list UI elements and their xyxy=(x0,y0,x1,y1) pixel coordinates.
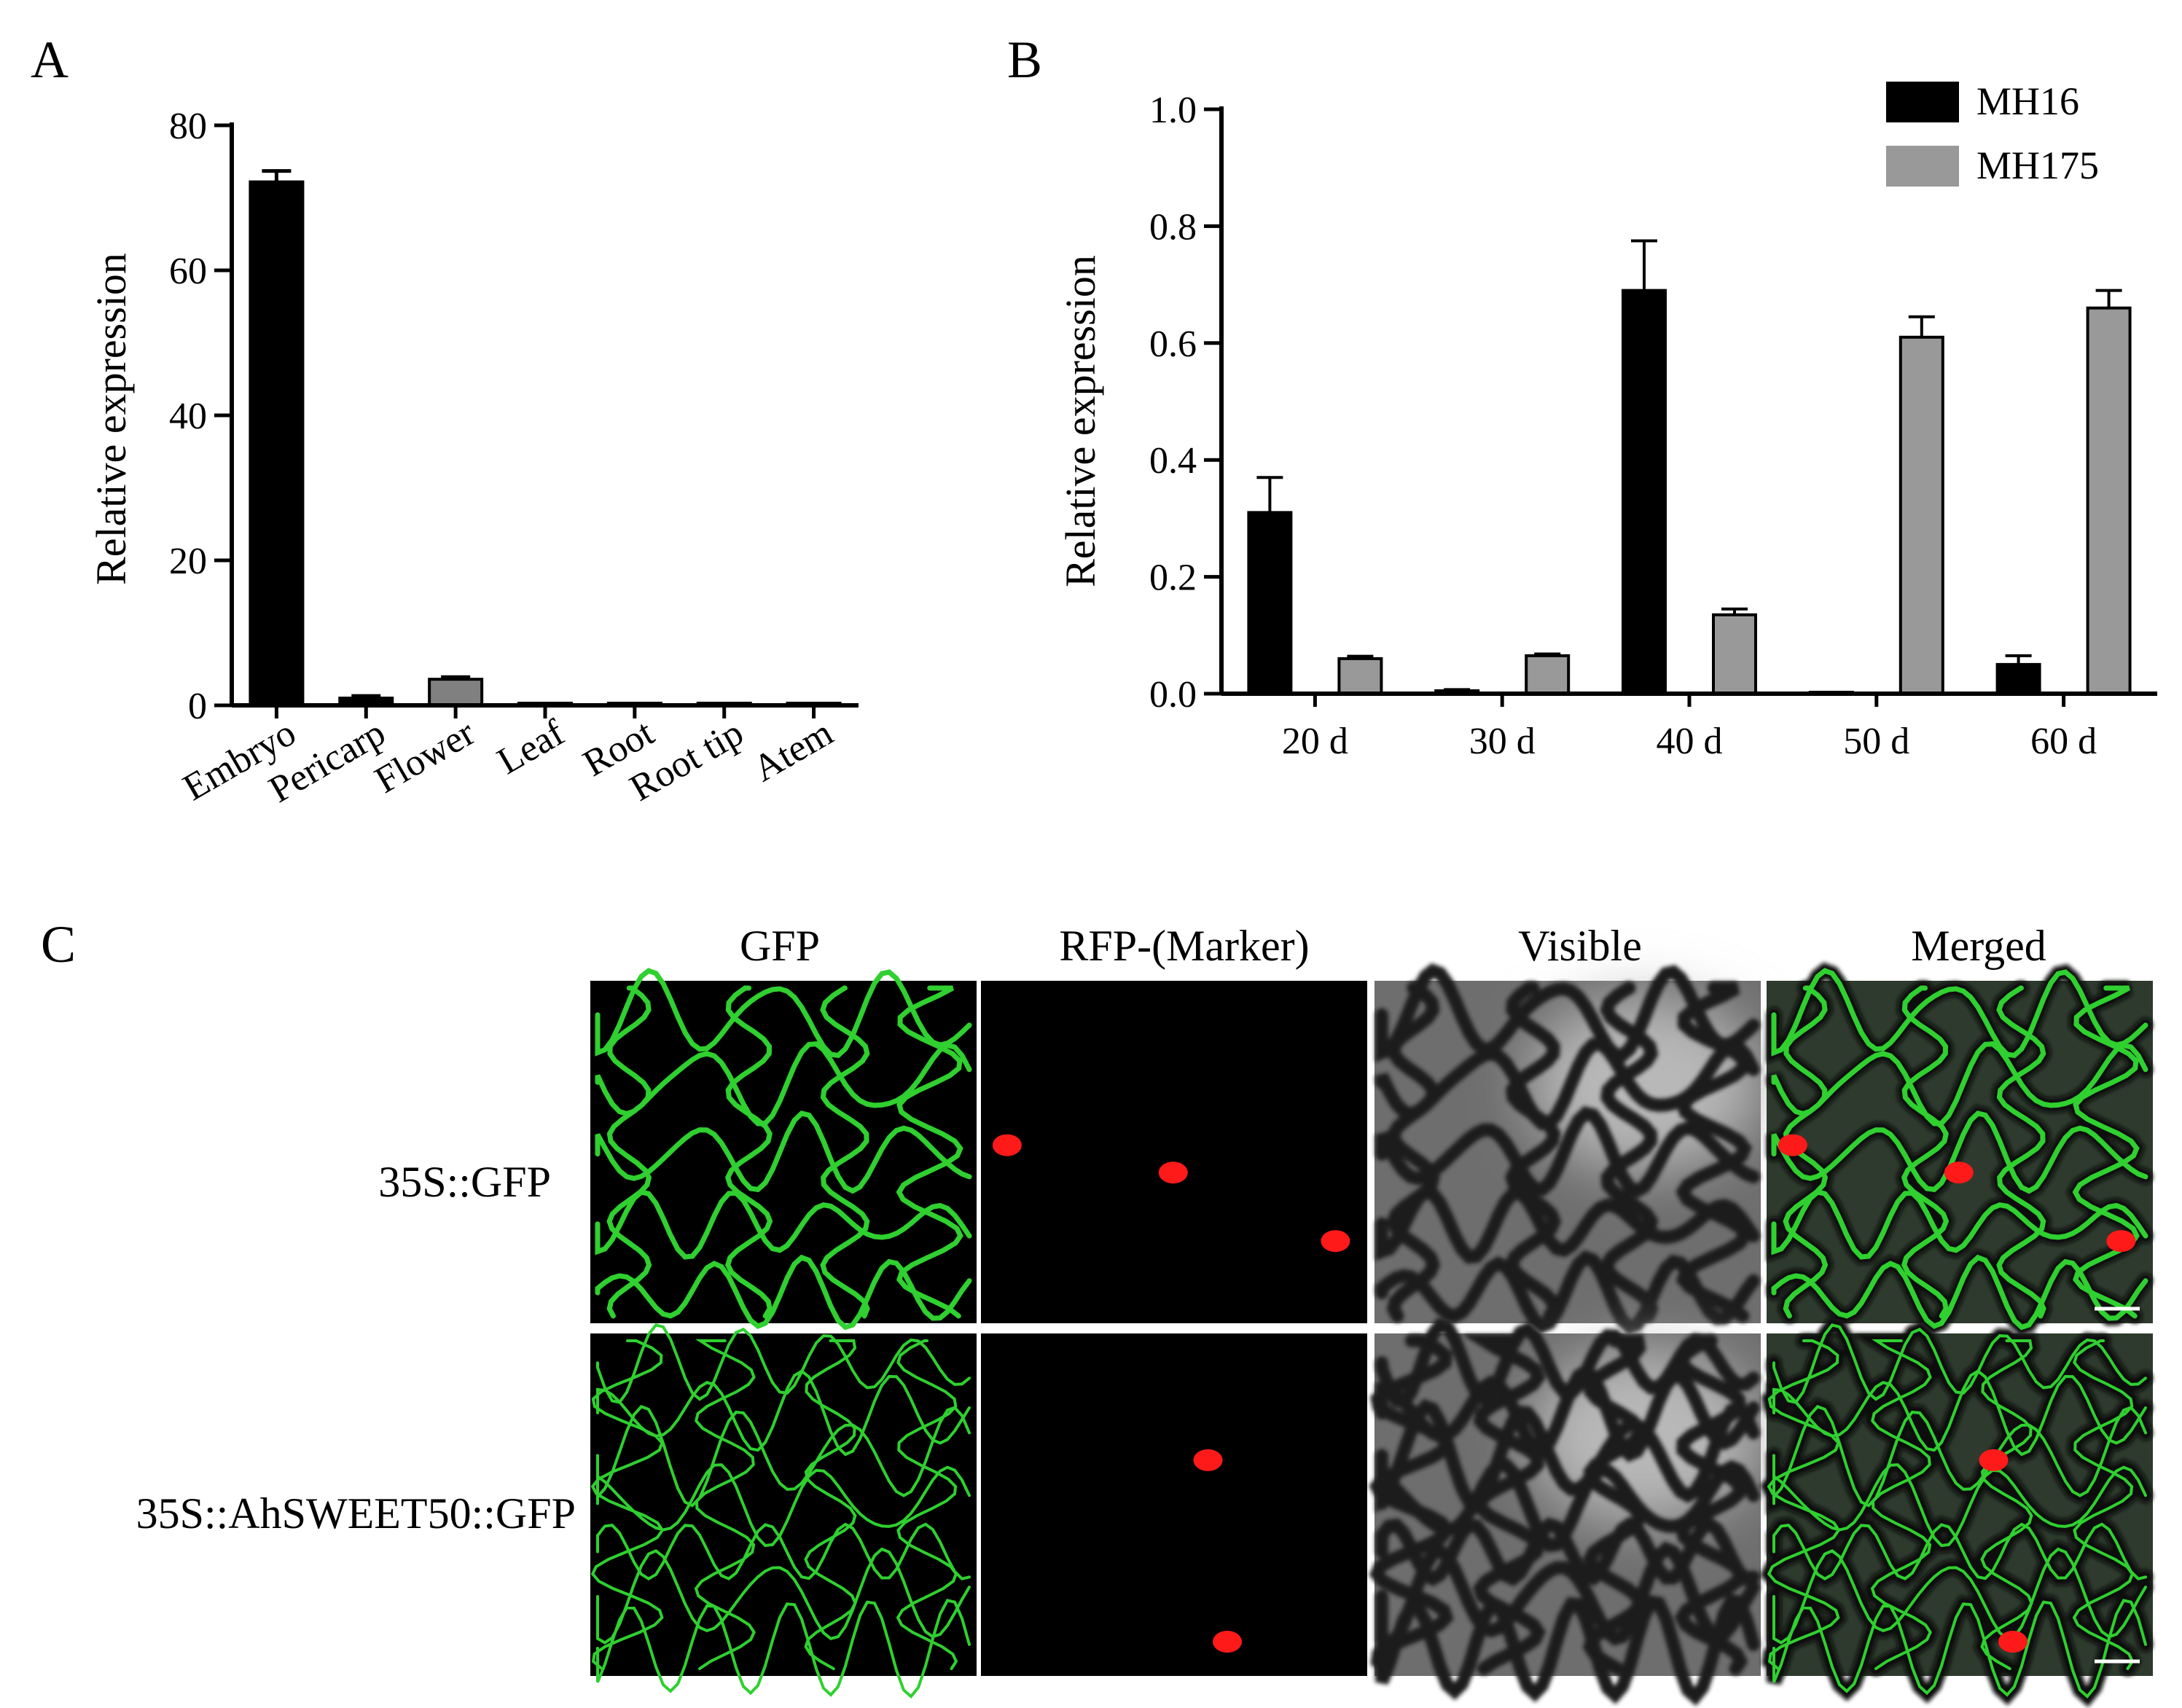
gfp-signal xyxy=(590,1323,971,1699)
x-tick-label-60-d: 60 d xyxy=(2030,721,2097,762)
chart-b-y-axis-title: Relative expression xyxy=(1057,255,1104,587)
y-tick-label-0-8: 0.8 xyxy=(1149,206,1197,248)
chart-a-y-ticks: 0 20 40 60 80 xyxy=(169,106,207,727)
legend-label-mh16: MH16 xyxy=(1976,79,2079,123)
micrograph-gfp-control-visible xyxy=(1374,963,1761,1335)
x-tick-label-atem: Atem xyxy=(746,712,840,790)
bar-mh175-30-d xyxy=(1525,654,1571,695)
rfp-nucleus xyxy=(1321,1230,1350,1253)
bar-mh175-40-d xyxy=(1712,613,1757,695)
micrograph-background xyxy=(590,1333,977,1676)
y-tick-label-0-4: 0.4 xyxy=(1149,440,1197,482)
x-tick-label-50-d: 50 d xyxy=(1843,721,1909,762)
chart-b-legend: MH16 MH175 xyxy=(1886,79,2099,187)
rfp-nucleus xyxy=(2106,1230,2136,1253)
y-tick-label-80: 80 xyxy=(169,106,207,147)
micrograph-background xyxy=(981,1333,1367,1676)
chart-b-bars xyxy=(1247,239,2132,696)
x-tick-label-20-d: 20 d xyxy=(1282,721,1348,762)
x-tick-label-flower: Flower xyxy=(368,712,482,802)
rfp-nucleus xyxy=(1778,1134,1807,1156)
column-title-merged: Merged xyxy=(1911,922,2046,970)
legend-swatch-mh16 xyxy=(1886,82,1959,122)
bar-mh175-60-d xyxy=(2086,306,2132,695)
micrograph-background xyxy=(981,981,1367,1323)
row-label-35s-gfp: 35S::GFP xyxy=(378,1158,551,1206)
chart-b-axes xyxy=(1204,106,2157,707)
micrograph-gfp-control-rfp xyxy=(981,981,1367,1323)
rfp-nucleus xyxy=(1193,1449,1223,1471)
micrograph-gfp-control-merged xyxy=(1767,962,2153,1336)
chart-a-axes xyxy=(214,122,859,718)
bar-mh16-60-d xyxy=(1995,662,2041,696)
chart-a-y-axis-title: Relative expression xyxy=(87,253,135,585)
y-tick-label-20: 20 xyxy=(169,541,207,582)
x-tick-label-40-d: 40 d xyxy=(1657,721,1723,762)
x-tick-label-30-d: 30 d xyxy=(1469,721,1536,762)
micrograph-ahsweet50-gfp-merged xyxy=(1760,1317,2153,1707)
panel-a-letter: A xyxy=(31,31,69,89)
y-tick-label-40: 40 xyxy=(169,396,207,437)
y-tick-label-0: 0 xyxy=(188,686,207,727)
gfp-signal xyxy=(595,968,972,1331)
y-tick-label-0-0: 0.0 xyxy=(1149,674,1197,716)
bar-mh16-40-d xyxy=(1622,289,1667,695)
panel-b-letter: B xyxy=(1007,31,1042,89)
rfp-nucleus xyxy=(1944,1161,1974,1184)
column-title-rfp-marker: RFP-(Marker) xyxy=(1059,922,1309,970)
gfp-signal xyxy=(1767,1323,2147,1699)
chart-a-bars xyxy=(249,169,842,708)
column-title-gfp: GFP xyxy=(740,922,820,970)
chart-b: 0.00.20.40.60.81.0 20 d 30 d 40 d 50 d 60 d … xyxy=(1057,79,2157,762)
bar-mh175-20-d xyxy=(1337,657,1383,696)
bar-flower xyxy=(428,678,484,707)
x-tick-label-leaf: Leaf xyxy=(490,712,572,783)
micrograph-ahsweet50-gfp-gfp xyxy=(590,1323,977,1699)
chart-b-x-ticks: 20 d 30 d 40 d 50 d 60 d xyxy=(1282,721,2097,762)
rfp-nucleus xyxy=(992,1134,1022,1156)
cell-walls xyxy=(1375,963,1760,1335)
y-tick-label-60: 60 xyxy=(169,251,207,292)
bar-mh16-20-d xyxy=(1247,511,1293,695)
micrograph-ahsweet50-gfp-visible xyxy=(1369,1317,1761,1707)
column-title-visible: Visible xyxy=(1518,922,1642,970)
rfp-nucleus xyxy=(1979,1449,2009,1471)
micrograph-gfp-control-gfp xyxy=(590,968,977,1331)
y-tick-label-1-0: 1.0 xyxy=(1149,90,1197,131)
bar-embryo xyxy=(249,180,305,708)
cell-walls xyxy=(1369,1317,1760,1707)
microscopy-grid: GFP RFP-(Marker) Visible Merged 35S::GFP… xyxy=(136,922,2153,1707)
y-tick-label-0-2: 0.2 xyxy=(1149,557,1197,599)
y-tick-label-0-6: 0.6 xyxy=(1149,324,1197,365)
rfp-nucleus xyxy=(1213,1631,1242,1653)
legend-label-mh175: MH175 xyxy=(1976,144,2099,187)
row-label-35s-ahsweet50-gfp: 35S::AhSWEET50::GFP xyxy=(136,1489,576,1537)
legend-swatch-mh175 xyxy=(1886,146,1959,187)
rfp-nucleus xyxy=(1998,1631,2027,1653)
bar-mh175-50-d xyxy=(1899,335,1944,695)
chart-b-y-ticks: 0.0 0.2 0.4 0.6 0.8 1.0 xyxy=(1149,90,1197,716)
rfp-nucleus xyxy=(1158,1161,1188,1184)
panel-c-letter: C xyxy=(41,915,76,974)
micrograph-ahsweet50-gfp-rfp xyxy=(981,1333,1367,1676)
